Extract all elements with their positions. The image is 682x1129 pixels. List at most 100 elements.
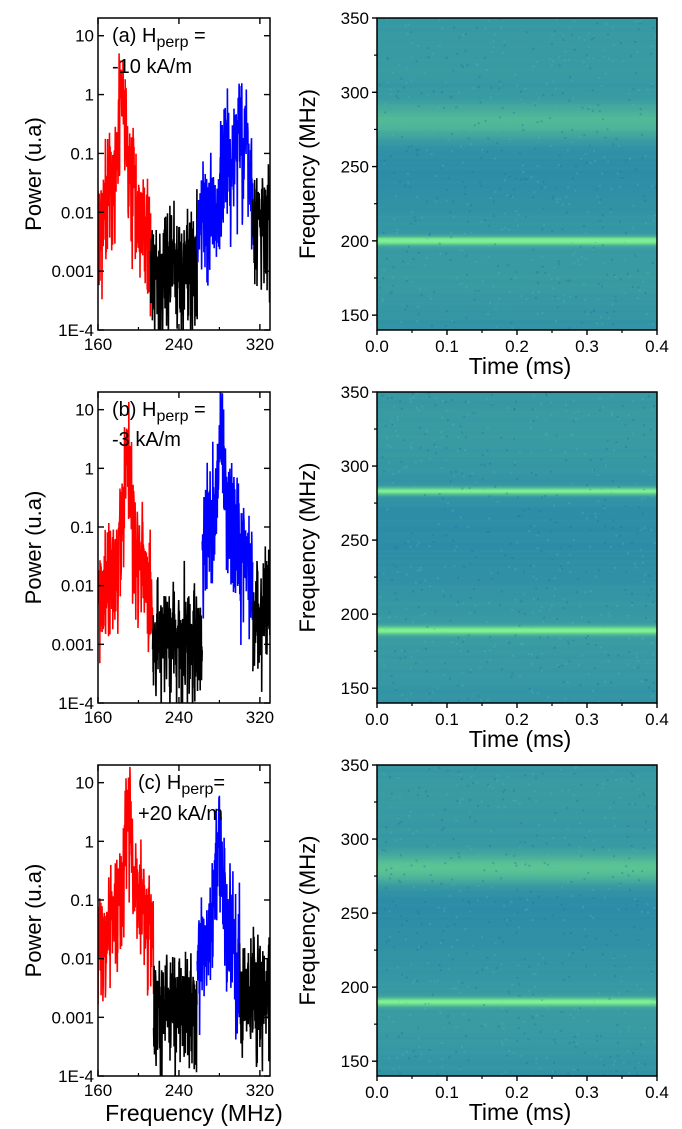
y-axis-label: Frequency (MHz) [295,463,320,633]
y-tick-label: 0.001 [51,635,94,654]
x-tick-label: 320 [246,708,274,727]
x-axis-label: Frequency (MHz) [105,1100,283,1126]
y-tick-label: 250 [341,158,369,177]
x-tick-label: 0.2 [505,710,529,729]
x-tick-label: 0.4 [645,710,669,729]
y-tick-label: 200 [341,978,369,997]
spectrum-plot-area [98,766,270,1076]
y-tick-label: 0.1 [70,891,94,910]
y-tick-label: 350 [341,756,369,775]
panel-annotation: (a) Hperp = [112,25,206,51]
y-axis-label: Power (u.a) [21,864,46,978]
x-tick-label: 0.1 [435,1083,459,1102]
y-tick-label: 350 [341,9,369,28]
y-tick-label: 250 [341,904,369,923]
y-tick-label: 0.1 [70,518,94,537]
y-tick-label: 0.001 [51,262,94,281]
x-tick-label: 240 [165,1081,193,1100]
y-tick-label: 0.01 [61,203,94,222]
spectrum-series-1 [98,766,155,1005]
spectrum-series-2 [151,560,203,703]
y-axis-label: Frequency (MHz) [295,836,320,1006]
y-tick-label: 300 [341,457,369,476]
y-tick-label: 10 [75,27,94,46]
annotation-prefix: (a) H [112,25,156,47]
y-tick-label: 10 [75,774,94,793]
x-tick-label: 160 [84,708,112,727]
panel-annotation: (b) Hperp = [112,399,206,425]
x-tick-label: 0.4 [645,337,669,356]
y-tick-label: 1 [85,832,94,851]
spectrogram-noise [377,392,657,703]
x-tick-label: 0.0 [365,1083,389,1102]
y-axis-label: Power (u.a) [21,117,46,231]
spectrum-series-3 [196,83,254,286]
y-tick-label: 0.01 [61,950,94,969]
spectrogram-panel-a: 150 200 250 300 350 0.0 0.1 0.2 0.3 0.4 Frequency … [295,9,669,379]
y-tick-label: 250 [341,531,369,550]
spectrum-series-1 [98,53,152,317]
spectrogram-image [377,392,657,703]
y-tick-label: 1E-4 [58,1067,94,1086]
annotation-equals: = [188,25,205,47]
spectrum-plot-area [98,53,270,330]
x-tick-label: 0.4 [645,1083,669,1102]
x-tick-label: 320 [246,335,274,354]
spectrum-plot-area [98,392,270,703]
y-tick-label: 0.001 [51,1008,94,1027]
x-tick-label: 0.1 [435,337,459,356]
annotation-prefix: (b) H [112,399,156,421]
y-tick-label: 300 [341,83,369,102]
spectrum-series-3 [196,795,241,1040]
spectrum-series-2 [149,189,198,330]
spectrogram-image [377,18,657,330]
y-tick-label: 1 [85,86,94,105]
y-axis-label: Frequency (MHz) [295,89,320,259]
spectrogram-image [377,765,657,1076]
y-axis-label: Power (u.a) [21,491,46,605]
spectrum-series-2 [152,951,198,1076]
y-tick-label: 1E-4 [58,321,94,340]
x-tick-label: 0.0 [365,337,389,356]
x-tick-label: 160 [84,335,112,354]
y-tick-label: 200 [341,232,369,251]
spectrum-series-4 [252,546,270,692]
x-axis-label: Time (ms) [469,726,572,752]
y-tick-label: 350 [341,383,369,402]
panel-annotation: (c) Hperp= [138,772,225,798]
x-axis-label: Time (ms) [469,353,572,379]
x-tick-label: 0.1 [435,710,459,729]
x-axis-label: Time (ms) [469,1099,572,1125]
annotation-value: -3 kA/m [112,429,181,451]
annotation-equals: = [188,399,205,421]
spectrum-series-4 [252,164,270,303]
y-tick-label: 200 [341,605,369,624]
y-tick-label: 150 [341,1052,369,1071]
spectrogram-noise [378,765,657,1076]
x-tick-label: 240 [165,708,193,727]
y-tick-label: 150 [341,679,369,698]
x-tick-label: 320 [246,1081,274,1100]
x-tick-label: 0.0 [365,710,389,729]
x-tick-label: 0.3 [575,710,599,729]
x-tick-label: 160 [84,1081,112,1100]
spectrogram-panel-b: 150 200 250 300 350 0.0 0.1 0.2 0.3 0.4 Frequency … [295,383,669,752]
spectrum-frame [97,17,271,331]
spectrum-series-3 [201,392,254,646]
spectrum-frame [97,764,271,1077]
annotation-equals: = [213,772,225,794]
y-tick-label: 10 [75,401,94,420]
x-tick-label: 0.2 [505,337,529,356]
spectrogram-noise [379,18,657,330]
y-tick-label: 0.01 [61,577,94,596]
annotation-subscript: perp [181,781,213,798]
x-tick-label: 240 [165,335,193,354]
spectrum-series-4 [238,926,270,1072]
annotation-subscript: perp [156,34,188,51]
spectrogram-panel-c: 150 200 250 300 350 0.0 0.1 0.2 0.3 0.4 Frequency … [295,756,669,1125]
y-tick-label: 1 [85,459,94,478]
spectrum-series-1 [98,401,154,664]
